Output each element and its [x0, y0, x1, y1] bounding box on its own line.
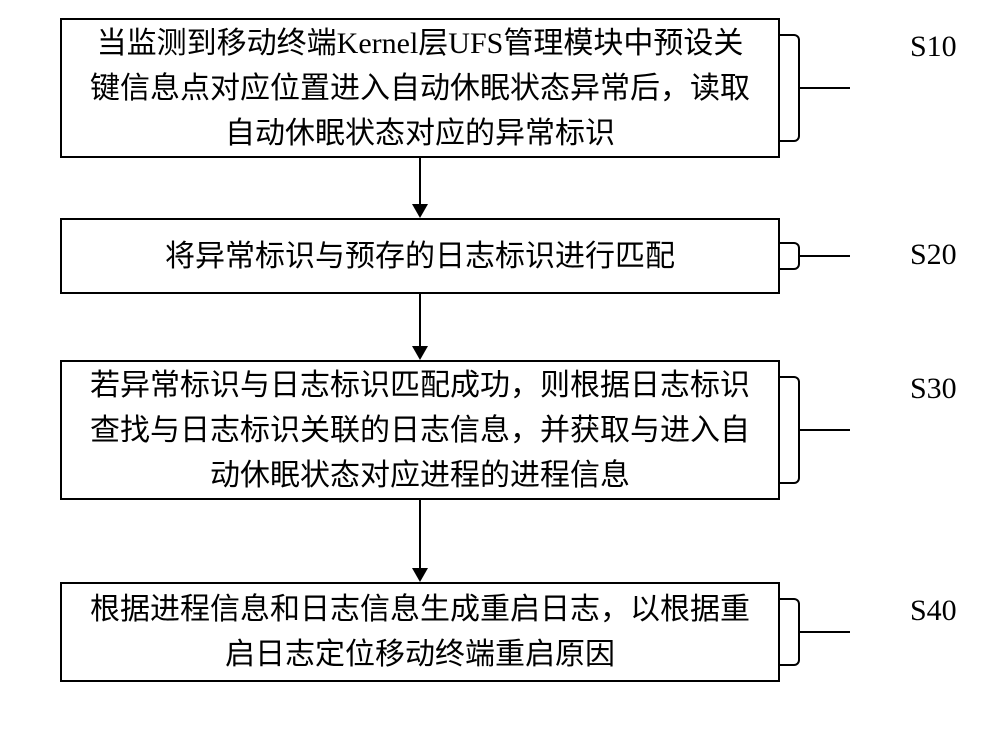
- bracket-s40: [780, 598, 800, 666]
- flow-step-s40: 根据进程信息和日志信息生成重启日志，以根据重启日志定位移动终端重启原因: [60, 582, 780, 682]
- flow-step-s10: 当监测到移动终端Kernel层UFS管理模块中预设关键信息点对应位置进入自动休眠…: [60, 18, 780, 158]
- step-label-s10: S10: [910, 30, 957, 64]
- flow-step-text: 将异常标识与预存的日志标识进行匹配: [165, 234, 675, 279]
- step-label-s30: S30: [910, 372, 957, 406]
- arrow-head-1: [412, 346, 428, 360]
- flow-step-text: 根据进程信息和日志信息生成重启日志，以根据重启日志定位移动终端重启原因: [82, 587, 758, 677]
- step-label-s20: S20: [910, 238, 957, 272]
- flow-step-s20: 将异常标识与预存的日志标识进行匹配: [60, 218, 780, 294]
- arrow-head-0: [412, 204, 428, 218]
- flow-step-text: 当监测到移动终端Kernel层UFS管理模块中预设关键信息点对应位置进入自动休眠…: [82, 21, 758, 156]
- bracket-s20: [780, 242, 800, 270]
- arrow-line-2: [419, 500, 421, 568]
- bracket-s30: [780, 376, 800, 484]
- flow-step-s30: 若异常标识与日志标识匹配成功，则根据日志标识查找与日志标识关联的日志信息，并获取…: [60, 360, 780, 500]
- bracket-stem-s10: [800, 87, 850, 89]
- bracket-stem-s20: [800, 255, 850, 257]
- bracket-stem-s40: [800, 631, 850, 633]
- bracket-stem-s30: [800, 429, 850, 431]
- bracket-s10: [780, 34, 800, 142]
- flow-step-text: 若异常标识与日志标识匹配成功，则根据日志标识查找与日志标识关联的日志信息，并获取…: [82, 363, 758, 498]
- arrow-head-2: [412, 568, 428, 582]
- arrow-line-1: [419, 294, 421, 346]
- step-label-s40: S40: [910, 594, 957, 628]
- arrow-line-0: [419, 158, 421, 204]
